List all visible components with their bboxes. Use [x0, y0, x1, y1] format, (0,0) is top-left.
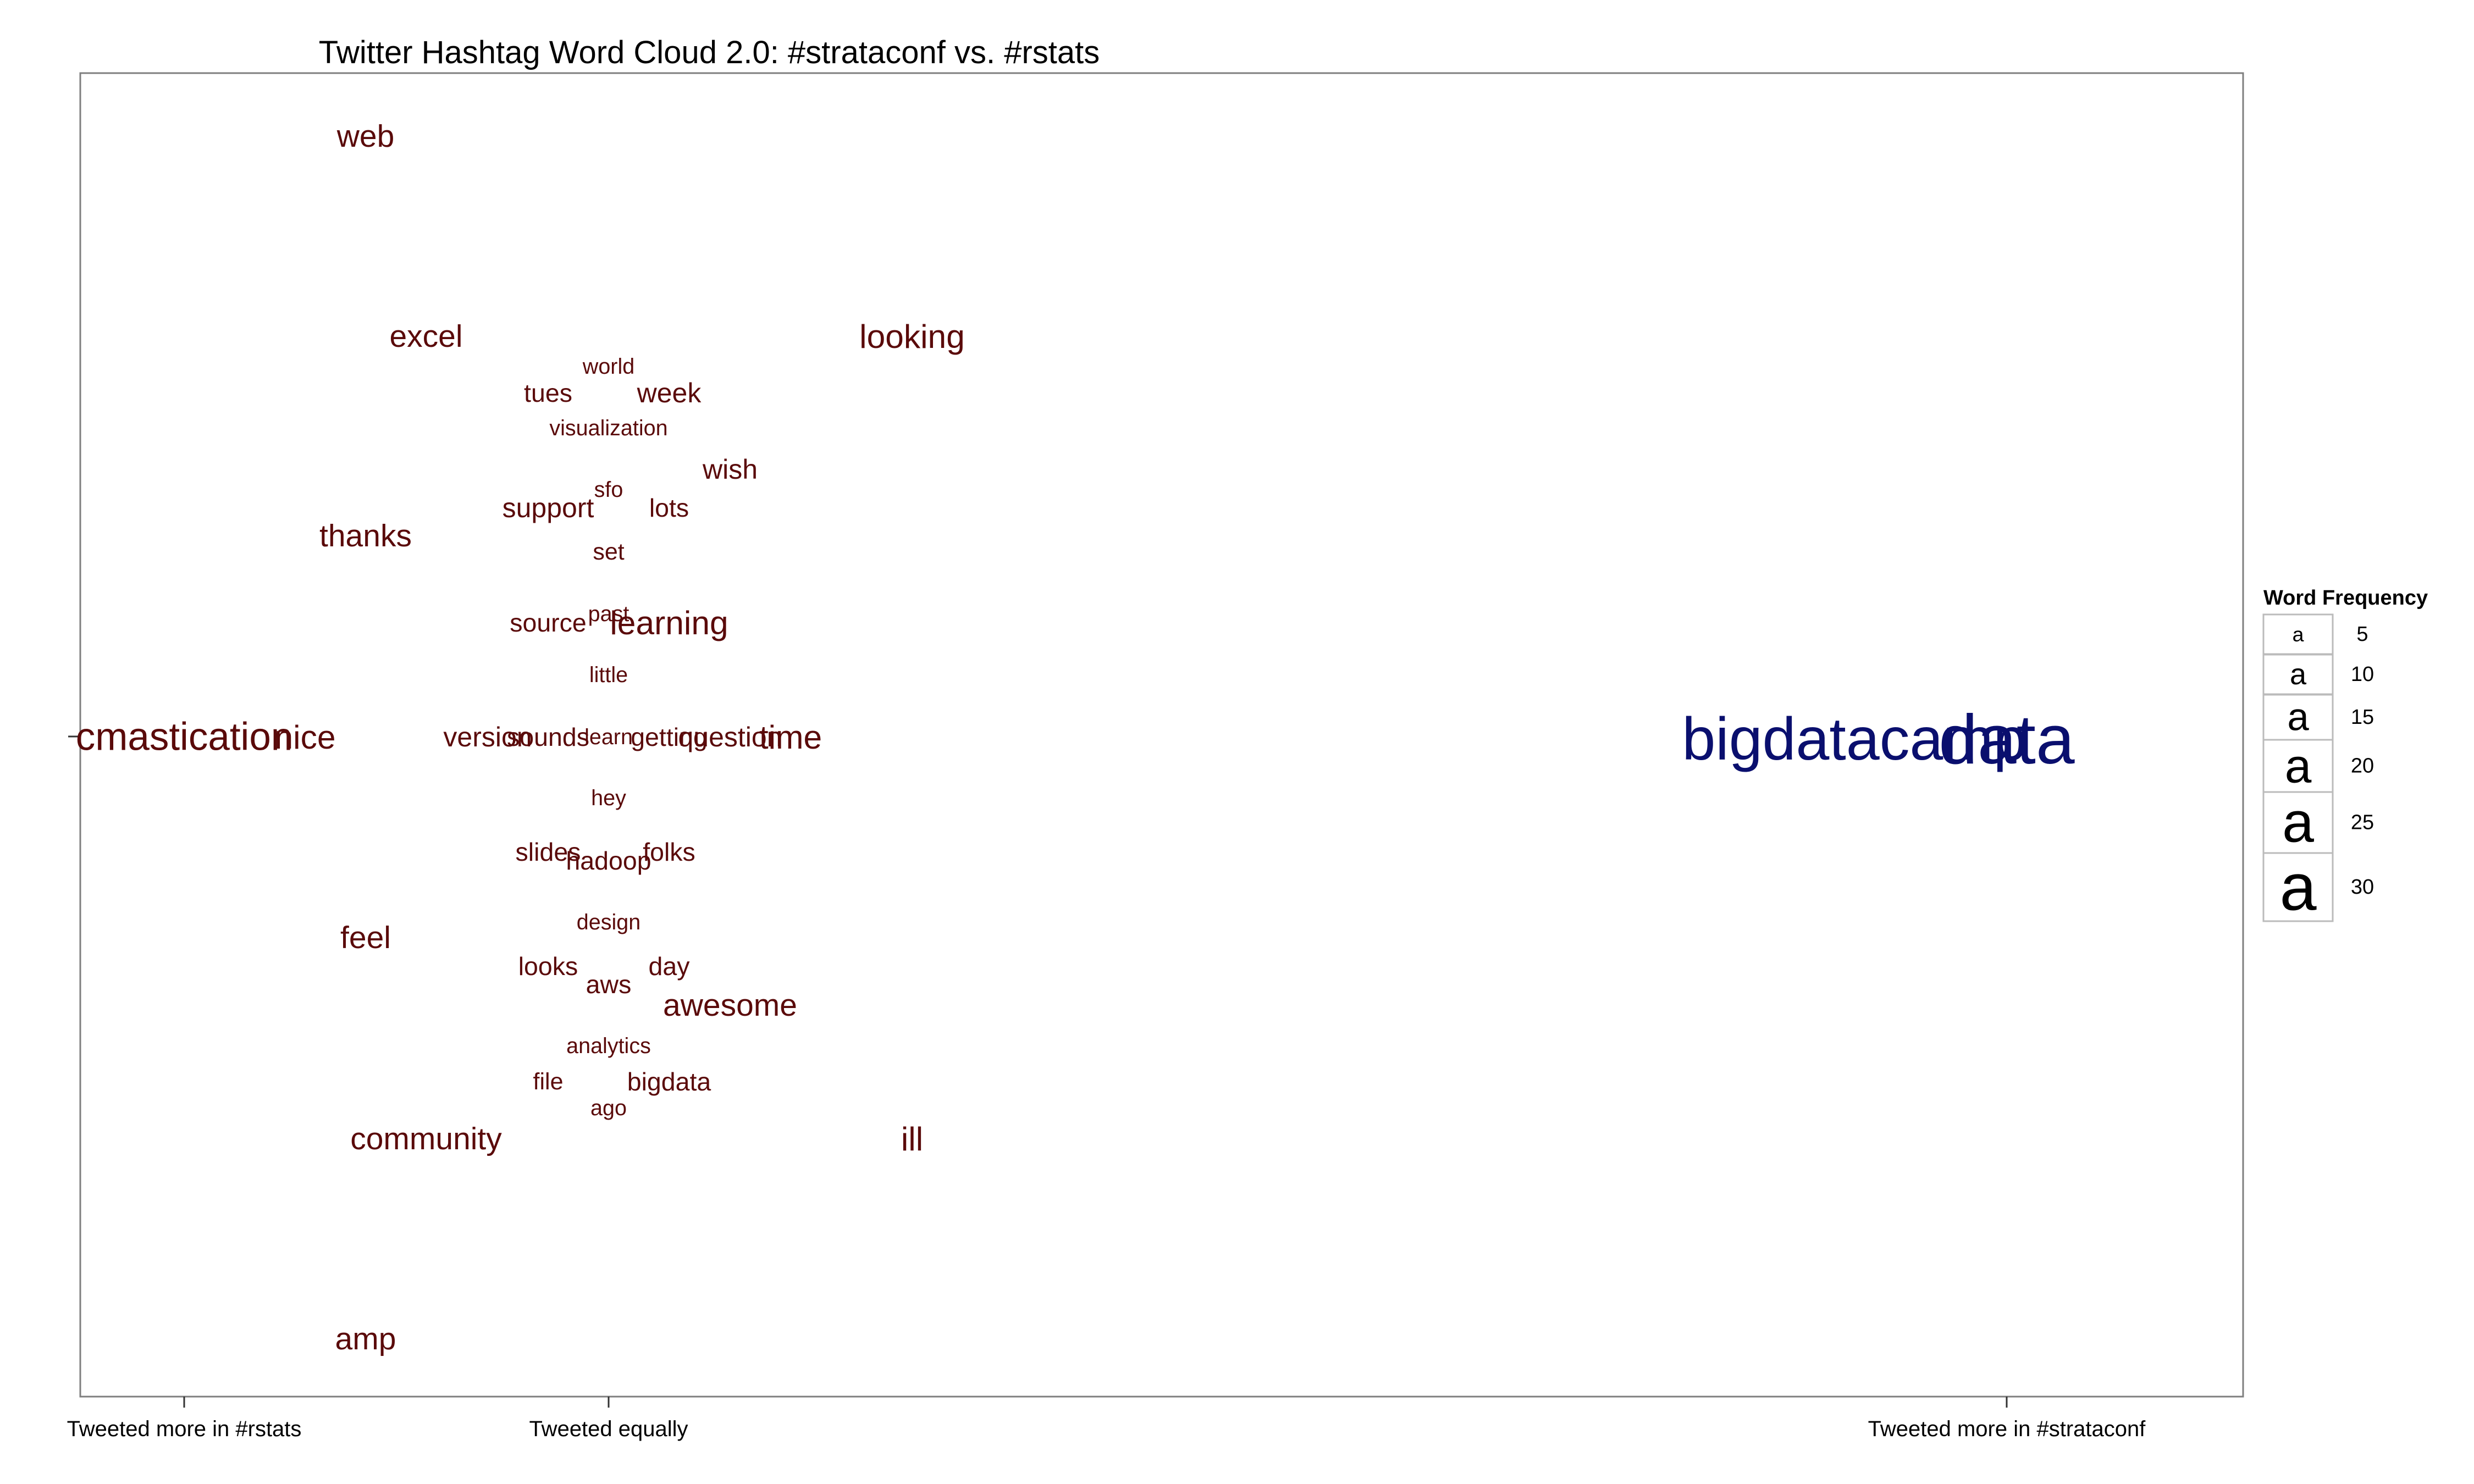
word-design: design: [577, 910, 640, 934]
legend-value: 30: [2351, 876, 2374, 899]
word-feel: feel: [340, 920, 391, 955]
word-community: community: [350, 1121, 502, 1156]
chart-title: Twitter Hashtag Word Cloud 2.0: #stratac…: [319, 35, 1100, 70]
legend-value: 15: [2351, 706, 2374, 729]
word-sfo: sfo: [594, 478, 623, 502]
word-time: time: [759, 718, 822, 756]
plot-panel: [79, 72, 2244, 1398]
word-set: set: [593, 539, 624, 565]
word-world: world: [582, 355, 634, 379]
word-awesome: awesome: [663, 988, 797, 1023]
word-analytics: analytics: [566, 1034, 651, 1058]
legend-value: 25: [2351, 811, 2374, 834]
word-bigdata: bigdata: [627, 1067, 711, 1096]
legend-key-box: [2262, 852, 2334, 922]
word-aws: aws: [586, 970, 632, 999]
word-ago: ago: [590, 1096, 627, 1120]
word-version: version: [443, 722, 532, 752]
word-visualization: visualization: [549, 416, 667, 440]
word-wish: wish: [702, 454, 758, 485]
word-source: source: [510, 608, 587, 637]
legend-glyph: a: [2293, 623, 2304, 646]
word-folks: folks: [643, 838, 695, 866]
word-support: support: [502, 492, 594, 523]
word-day: day: [649, 952, 691, 981]
word-getting: getting: [631, 723, 708, 751]
legend-value: 5: [2356, 623, 2368, 646]
legend-glyph: a: [2285, 739, 2312, 793]
x-tick-label: Tweeted more in #strataconf: [1868, 1417, 2146, 1441]
legend-glyph: a: [2282, 791, 2314, 855]
word-week: week: [637, 378, 702, 408]
legend-key-box: [2262, 739, 2334, 793]
word-hadoop: hadoop: [566, 846, 651, 875]
words-layer: web excel looking world tues week visualizatio…: [76, 119, 2075, 1356]
word-amp: amp: [335, 1321, 396, 1356]
legend-value: 20: [2351, 755, 2374, 778]
word-cmastication: cmastication: [76, 716, 293, 759]
word-little: little: [589, 663, 628, 687]
legend-glyph: a: [2290, 658, 2307, 691]
legend-title: Word Frequency: [2263, 586, 2428, 610]
x-axis: Tweeted more in #rstats Tweeted equally Tw…: [67, 1397, 2146, 1441]
word-question: question: [678, 722, 782, 752]
word-thanks: thanks: [319, 518, 412, 553]
word-web: web: [336, 119, 395, 154]
word-lots: lots: [649, 494, 689, 522]
word-past: past: [588, 602, 629, 626]
legend-key-box: [2262, 654, 2334, 695]
legend-key-box: [2262, 613, 2334, 655]
x-tick-label: Tweeted more in #rstats: [67, 1417, 302, 1441]
word-looks: looks: [518, 952, 578, 981]
word-tues: tues: [524, 379, 572, 407]
word-ill: ill: [901, 1120, 923, 1158]
word-nice: nice: [275, 718, 336, 756]
word-slides: slides: [516, 838, 581, 866]
legend-value: 10: [2351, 663, 2374, 686]
word-hey: hey: [591, 786, 626, 810]
word-learn: learn: [584, 725, 633, 749]
word-file: file: [533, 1068, 564, 1095]
legend: Word Frequency a 5 a 10 a 15 a 20 a 25 a 30: [2262, 586, 2428, 924]
word-bigdatacamp: bigdatacamp: [1682, 706, 2026, 773]
word-learning: learning: [610, 604, 728, 641]
legend-key-box: [2262, 694, 2334, 741]
legend-glyph: a: [2279, 850, 2317, 924]
word-looking: looking: [859, 318, 965, 355]
word-data: data: [1939, 700, 2075, 778]
word-excel: excel: [389, 319, 462, 354]
word-sounds: sounds: [507, 723, 589, 751]
legend-glyph: a: [2287, 696, 2309, 739]
x-tick-label: Tweeted equally: [529, 1417, 688, 1441]
legend-items: a 5 a 10 a 15 a 20 a 25 a 30: [2262, 613, 2374, 924]
